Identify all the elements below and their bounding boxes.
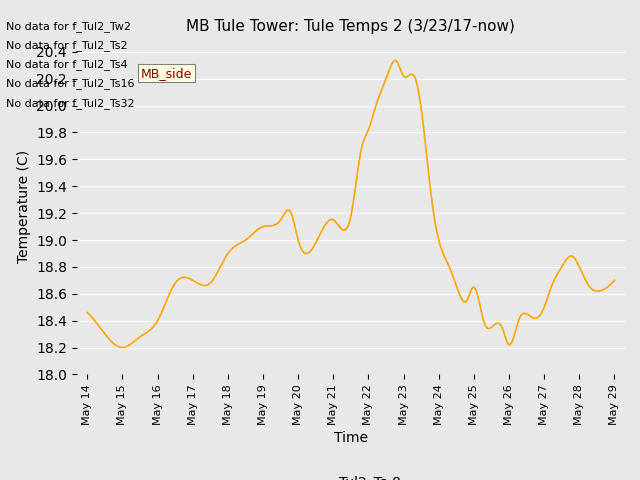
Title: MB Tule Tower: Tule Temps 2 (3/23/17-now): MB Tule Tower: Tule Temps 2 (3/23/17-now…	[186, 20, 515, 35]
Text: MB_side: MB_side	[141, 67, 192, 80]
Text: No data for f_Tul2_Ts2: No data for f_Tul2_Ts2	[6, 40, 128, 51]
Text: No data for f_Tul2_Ts16: No data for f_Tul2_Ts16	[6, 78, 135, 89]
Legend: Tul2_Ts-8: Tul2_Ts-8	[295, 470, 407, 480]
Text: No data for f_Tul2_Tw2: No data for f_Tul2_Tw2	[6, 21, 131, 32]
Text: No data for f_Tul2_Ts32: No data for f_Tul2_Ts32	[6, 97, 135, 108]
Text: No data for f_Tul2_Ts4: No data for f_Tul2_Ts4	[6, 59, 128, 70]
Y-axis label: Temperature (C): Temperature (C)	[17, 150, 31, 263]
X-axis label: Time: Time	[334, 431, 368, 444]
